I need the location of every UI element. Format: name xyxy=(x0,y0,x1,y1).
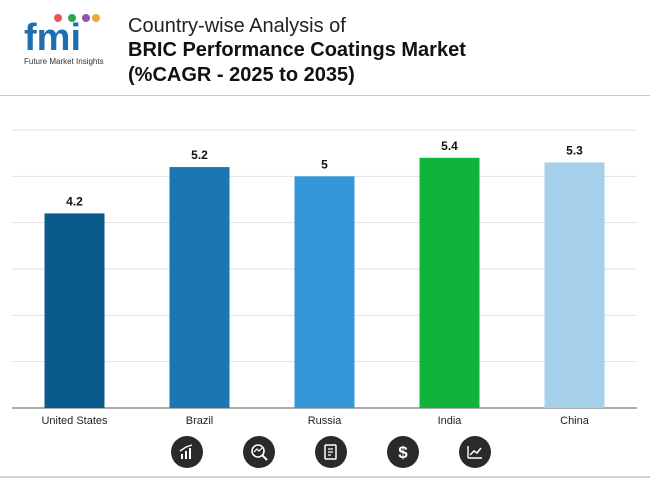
header: fmi Future Market Insights Country-wise … xyxy=(0,0,650,96)
footer-divider xyxy=(0,476,650,478)
svg-text:$: $ xyxy=(398,443,408,462)
dollar-icon: $ xyxy=(387,436,419,468)
x-tick-label: India xyxy=(438,415,463,427)
bar-china xyxy=(544,162,605,408)
bar-chart-svg: 4.2 United States 5.2 Brazil 5 Russia 5.4 India… xyxy=(12,129,637,427)
logo-text: fmi xyxy=(24,17,81,59)
bar-chart: 4.2 United States 5.2 Brazil 5 Russia 5.4 India… xyxy=(0,100,650,435)
bar-india xyxy=(419,157,480,408)
data-label: 5.2 xyxy=(191,148,208,162)
data-label: 4.2 xyxy=(66,194,83,208)
x-tick-label: Brazil xyxy=(186,415,214,427)
header-divider xyxy=(0,95,650,96)
magnifier-chart-icon xyxy=(243,436,275,468)
title-line-3: (%CAGR - 2025 to 2035) xyxy=(128,64,355,86)
x-tick-label: China xyxy=(560,415,590,427)
chart-title: Country-wise Analysis of BRIC Performanc… xyxy=(128,14,628,88)
title-line-2: BRIC Performance Coatings Market xyxy=(128,39,466,61)
fmi-logo: fmi Future Market Insights xyxy=(22,12,112,68)
fmi-logo-graphic: fmi Future Market Insights xyxy=(24,14,104,66)
line-chart-icon xyxy=(459,436,491,468)
data-label: 5.3 xyxy=(566,143,583,157)
footer-icons: $ xyxy=(0,436,650,470)
bar-russia xyxy=(294,176,355,408)
title-line-1: Country-wise Analysis of xyxy=(128,15,346,37)
bar-chart-icon xyxy=(171,436,203,468)
bar-brazil xyxy=(169,167,230,408)
data-label: 5 xyxy=(321,157,328,171)
logo-tagline: Future Market Insights xyxy=(24,57,104,66)
bar-united-states xyxy=(44,213,105,408)
document-search-icon xyxy=(315,436,347,468)
data-label: 5.4 xyxy=(441,139,458,153)
x-tick-label: Russia xyxy=(308,415,343,427)
x-tick-label: United States xyxy=(41,415,108,427)
